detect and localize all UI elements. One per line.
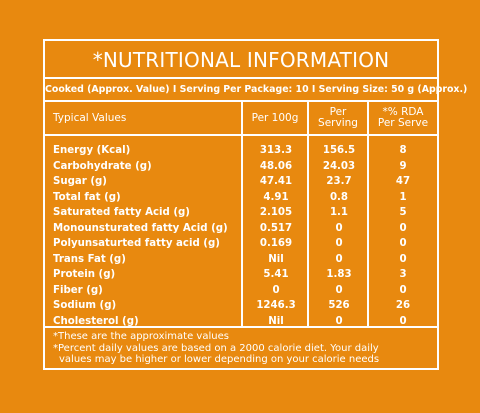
- footnotes: *These are the approximate values *Perce…: [53, 331, 431, 365]
- value-per-serving: 0: [335, 222, 343, 234]
- value-per-serving: 0: [335, 253, 343, 265]
- column-divider: [367, 136, 369, 326]
- value-per-serving: 24.03: [322, 160, 356, 172]
- value-rda: 0: [399, 315, 407, 327]
- table-body: Energy (Kcal) 313.3 156.5 8 Carbohydrate (g)…: [45, 136, 437, 328]
- table-row: Monounsturated fatty Acid (g) 0.517 0 0: [45, 221, 437, 237]
- nutrient-label: Protein (g): [53, 269, 116, 280]
- header-rda-line2: Per Serve: [377, 117, 429, 129]
- nutrition-panel: *NUTRITIONAL INFORMATION Cooked (Approx.…: [43, 39, 467, 370]
- footnote-approx: *These are the approximate values: [53, 331, 229, 342]
- column-divider: [241, 136, 243, 326]
- value-per-100g: Nil: [268, 253, 284, 265]
- value-per-serving: 0.8: [329, 191, 349, 203]
- value-per-serving: 1.83: [326, 269, 352, 280]
- value-per-100g: 5.41: [263, 269, 289, 280]
- table-row: Sugar (g) 47.41 23.7 47: [45, 174, 437, 190]
- table-row: Polyunsaturted fatty acid (g) 0.169 0 0: [45, 236, 437, 252]
- header-rda-per-serve: *% RDA Per Serve: [369, 102, 437, 134]
- header-per-serving-line1: Per: [329, 106, 347, 118]
- value-rda: 3: [399, 269, 407, 280]
- table-row: Sodium (g) 1246.3 526 26: [45, 298, 437, 314]
- value-per-serving: 0: [335, 284, 343, 296]
- table-row: Carbohydrate (g) 48.06 24.03 9: [45, 159, 437, 175]
- value-rda: 9: [399, 160, 407, 172]
- value-per-serving: 0: [335, 315, 343, 327]
- header-per-100g: Per 100g: [243, 102, 309, 134]
- value-rda: 8: [399, 145, 407, 156]
- table-row: Protein (g) 5.41 1.83 3: [45, 267, 437, 283]
- value-rda: 0: [399, 222, 407, 234]
- footnote-daily-line2: values may be higher or lower depending …: [59, 354, 380, 365]
- value-per-100g: 0: [272, 284, 280, 296]
- header-per-serving: Per Serving: [309, 102, 369, 134]
- value-rda: 0: [399, 284, 407, 296]
- value-rda: 1: [399, 191, 407, 203]
- nutrient-label: Sugar (g): [53, 176, 107, 187]
- footnote-daily-line1: *Percent daily values are based on a 200…: [53, 343, 379, 354]
- value-per-100g: 47.41: [259, 176, 293, 187]
- value-per-100g: 1246.3: [256, 300, 296, 311]
- value-rda: 5: [399, 207, 407, 218]
- nutrient-label: Saturated fatty Acid (g): [53, 207, 190, 218]
- table-row: Saturated fatty Acid (g) 2.105 1.1 5: [45, 205, 437, 221]
- value-per-serving: 526: [328, 300, 350, 311]
- value-per-100g: Nil: [268, 315, 284, 327]
- value-per-serving: 23.7: [326, 176, 352, 187]
- value-rda: 0: [399, 253, 407, 265]
- value-per-serving: 156.5: [322, 145, 356, 156]
- nutrient-label: Carbohydrate (g): [53, 160, 152, 172]
- value-per-100g: 48.06: [259, 160, 293, 172]
- column-divider: [307, 136, 309, 326]
- panel-title: *NUTRITIONAL INFORMATION: [45, 41, 437, 79]
- nutrient-label: Monounsturated fatty Acid (g): [53, 222, 228, 234]
- value-rda: 47: [395, 176, 411, 187]
- value-rda: 0: [399, 238, 407, 249]
- nutrient-rows: Energy (Kcal) 313.3 156.5 8 Carbohydrate (g)…: [45, 143, 437, 329]
- table-row: Cholesterol (g) Nil 0 0: [45, 314, 437, 330]
- table-row: Total fat (g) 4.91 0.8 1: [45, 190, 437, 206]
- value-per-100g: 0.169: [259, 238, 293, 249]
- header-per-serving-line2: Serving: [318, 117, 358, 129]
- table-header: Typical Values Per 100g Per Serving *% R…: [45, 102, 437, 136]
- header-rda-line1: *% RDA: [382, 106, 424, 118]
- header-typical-values: Typical Values: [45, 102, 243, 134]
- nutrient-label: Total fat (g): [53, 191, 121, 203]
- nutrient-label: Cholesterol (g): [53, 315, 139, 327]
- table-row: Fiber (g) 0 0 0: [45, 283, 437, 299]
- value-per-100g: 4.91: [263, 191, 289, 203]
- value-per-100g: 313.3: [259, 145, 293, 156]
- value-per-serving: 1.1: [329, 207, 349, 218]
- table-row: Trans Fat (g) Nil 0 0: [45, 252, 437, 268]
- nutrient-label: Fiber (g): [53, 284, 103, 296]
- nutrient-label: Sodium (g): [53, 300, 117, 311]
- value-rda: 26: [395, 300, 411, 311]
- value-per-serving: 0: [335, 238, 343, 249]
- value-per-100g: 0.517: [259, 222, 293, 234]
- nutrient-label: Polyunsaturted fatty acid (g): [53, 238, 220, 249]
- serving-info: Cooked (Approx. Value) I Serving Per Pac…: [45, 79, 467, 102]
- value-per-100g: 2.105: [259, 207, 293, 218]
- table-row: Energy (Kcal) 313.3 156.5 8: [45, 143, 437, 159]
- nutrient-label: Trans Fat (g): [53, 253, 126, 265]
- nutrient-label: Energy (Kcal): [53, 145, 131, 156]
